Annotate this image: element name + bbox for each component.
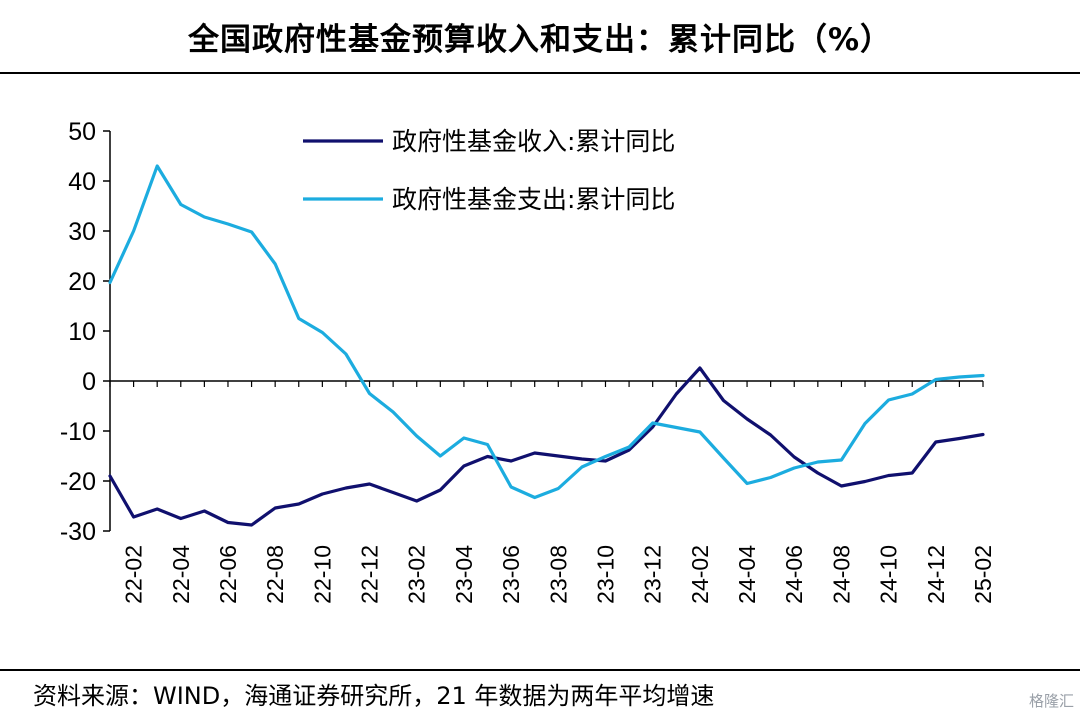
- y-tick-label: 20: [68, 268, 96, 296]
- series-line-2: [108, 164, 985, 500]
- chart-title: 全国政府性基金预算收入和支出：累计同比（%）: [187, 22, 893, 58]
- x-tick-label: 24-10: [876, 545, 902, 604]
- x-tick-label: 23-02: [404, 545, 430, 604]
- x-axis: 22-02 22-04 22-06 22-08 22-10 22-12 23-02 23-04…: [109, 380, 996, 604]
- legend-label-1: 政府性基金收入:累计同比: [392, 127, 675, 156]
- y-tick-label: -30: [60, 518, 96, 546]
- x-tick-label: 25-02: [970, 545, 996, 604]
- y-tick-label: -20: [60, 468, 96, 496]
- x-tick-label: 22-02: [121, 545, 147, 604]
- y-tick-label: -10: [60, 418, 96, 446]
- watermark-text: 格隆汇: [1028, 692, 1074, 710]
- x-tick-label: 23-10: [592, 545, 618, 604]
- x-tick-label: 24-04: [734, 545, 760, 604]
- y-axis: 50 40 30 20 10 0 -10 -20 -30: [60, 118, 111, 546]
- x-tick-label: 22-08: [262, 545, 288, 604]
- x-tick-label: 22-06: [215, 545, 241, 604]
- x-tick-label: 23-04: [451, 545, 477, 604]
- footer-divider: [0, 669, 1080, 671]
- x-tick-label: 22-04: [168, 545, 194, 604]
- x-tick-label: 24-02: [687, 545, 713, 604]
- y-tick-label: 50: [68, 118, 96, 146]
- title-divider: [0, 72, 1080, 74]
- x-tick-label: 24-06: [781, 545, 807, 604]
- y-tick-label: 10: [68, 318, 96, 346]
- series-line-1: [108, 366, 985, 527]
- y-tick-label: 0: [82, 368, 96, 396]
- x-tick-label: 24-08: [828, 545, 854, 604]
- x-tick-label: 23-06: [498, 545, 524, 604]
- source-note: 资料来源：WIND，海通证券研究所，21 年数据为两年平均增速: [33, 682, 715, 710]
- x-tick-label: 23-08: [545, 545, 571, 604]
- x-tick-label: 22-10: [309, 545, 335, 604]
- x-tick-label: 22-12: [357, 545, 383, 604]
- legend-label-2: 政府性基金支出:累计同比: [392, 185, 675, 214]
- series-lines: [108, 164, 985, 527]
- x-tick-label: 23-12: [640, 545, 666, 604]
- y-tick-label: 40: [68, 168, 96, 196]
- x-tick-label: 24-12: [923, 545, 949, 604]
- y-tick-label: 30: [68, 218, 96, 246]
